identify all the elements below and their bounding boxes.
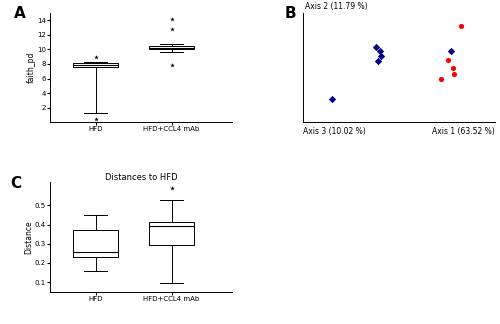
Point <box>448 65 456 71</box>
Y-axis label: faith_pd: faith_pd <box>26 52 36 83</box>
Point <box>376 49 384 54</box>
Point <box>437 76 445 81</box>
Text: Axis 1 (63.52 %): Axis 1 (63.52 %) <box>432 127 495 136</box>
Point <box>450 72 458 77</box>
Text: C: C <box>10 176 21 191</box>
Point <box>378 53 386 58</box>
Point <box>447 49 455 54</box>
Text: Axis 3 (10.02 %): Axis 3 (10.02 %) <box>304 127 366 136</box>
Point <box>372 45 380 50</box>
Y-axis label: Distance: Distance <box>24 220 33 254</box>
Point <box>457 24 465 29</box>
Text: A: A <box>14 6 26 21</box>
Point <box>444 57 452 63</box>
Point <box>328 97 336 102</box>
Point <box>447 49 455 54</box>
Text: Axis 2 (11.79 %): Axis 2 (11.79 %) <box>306 2 368 11</box>
Title: Distances to HFD: Distances to HFD <box>105 173 178 181</box>
Text: B: B <box>284 6 296 21</box>
Point <box>374 58 382 64</box>
